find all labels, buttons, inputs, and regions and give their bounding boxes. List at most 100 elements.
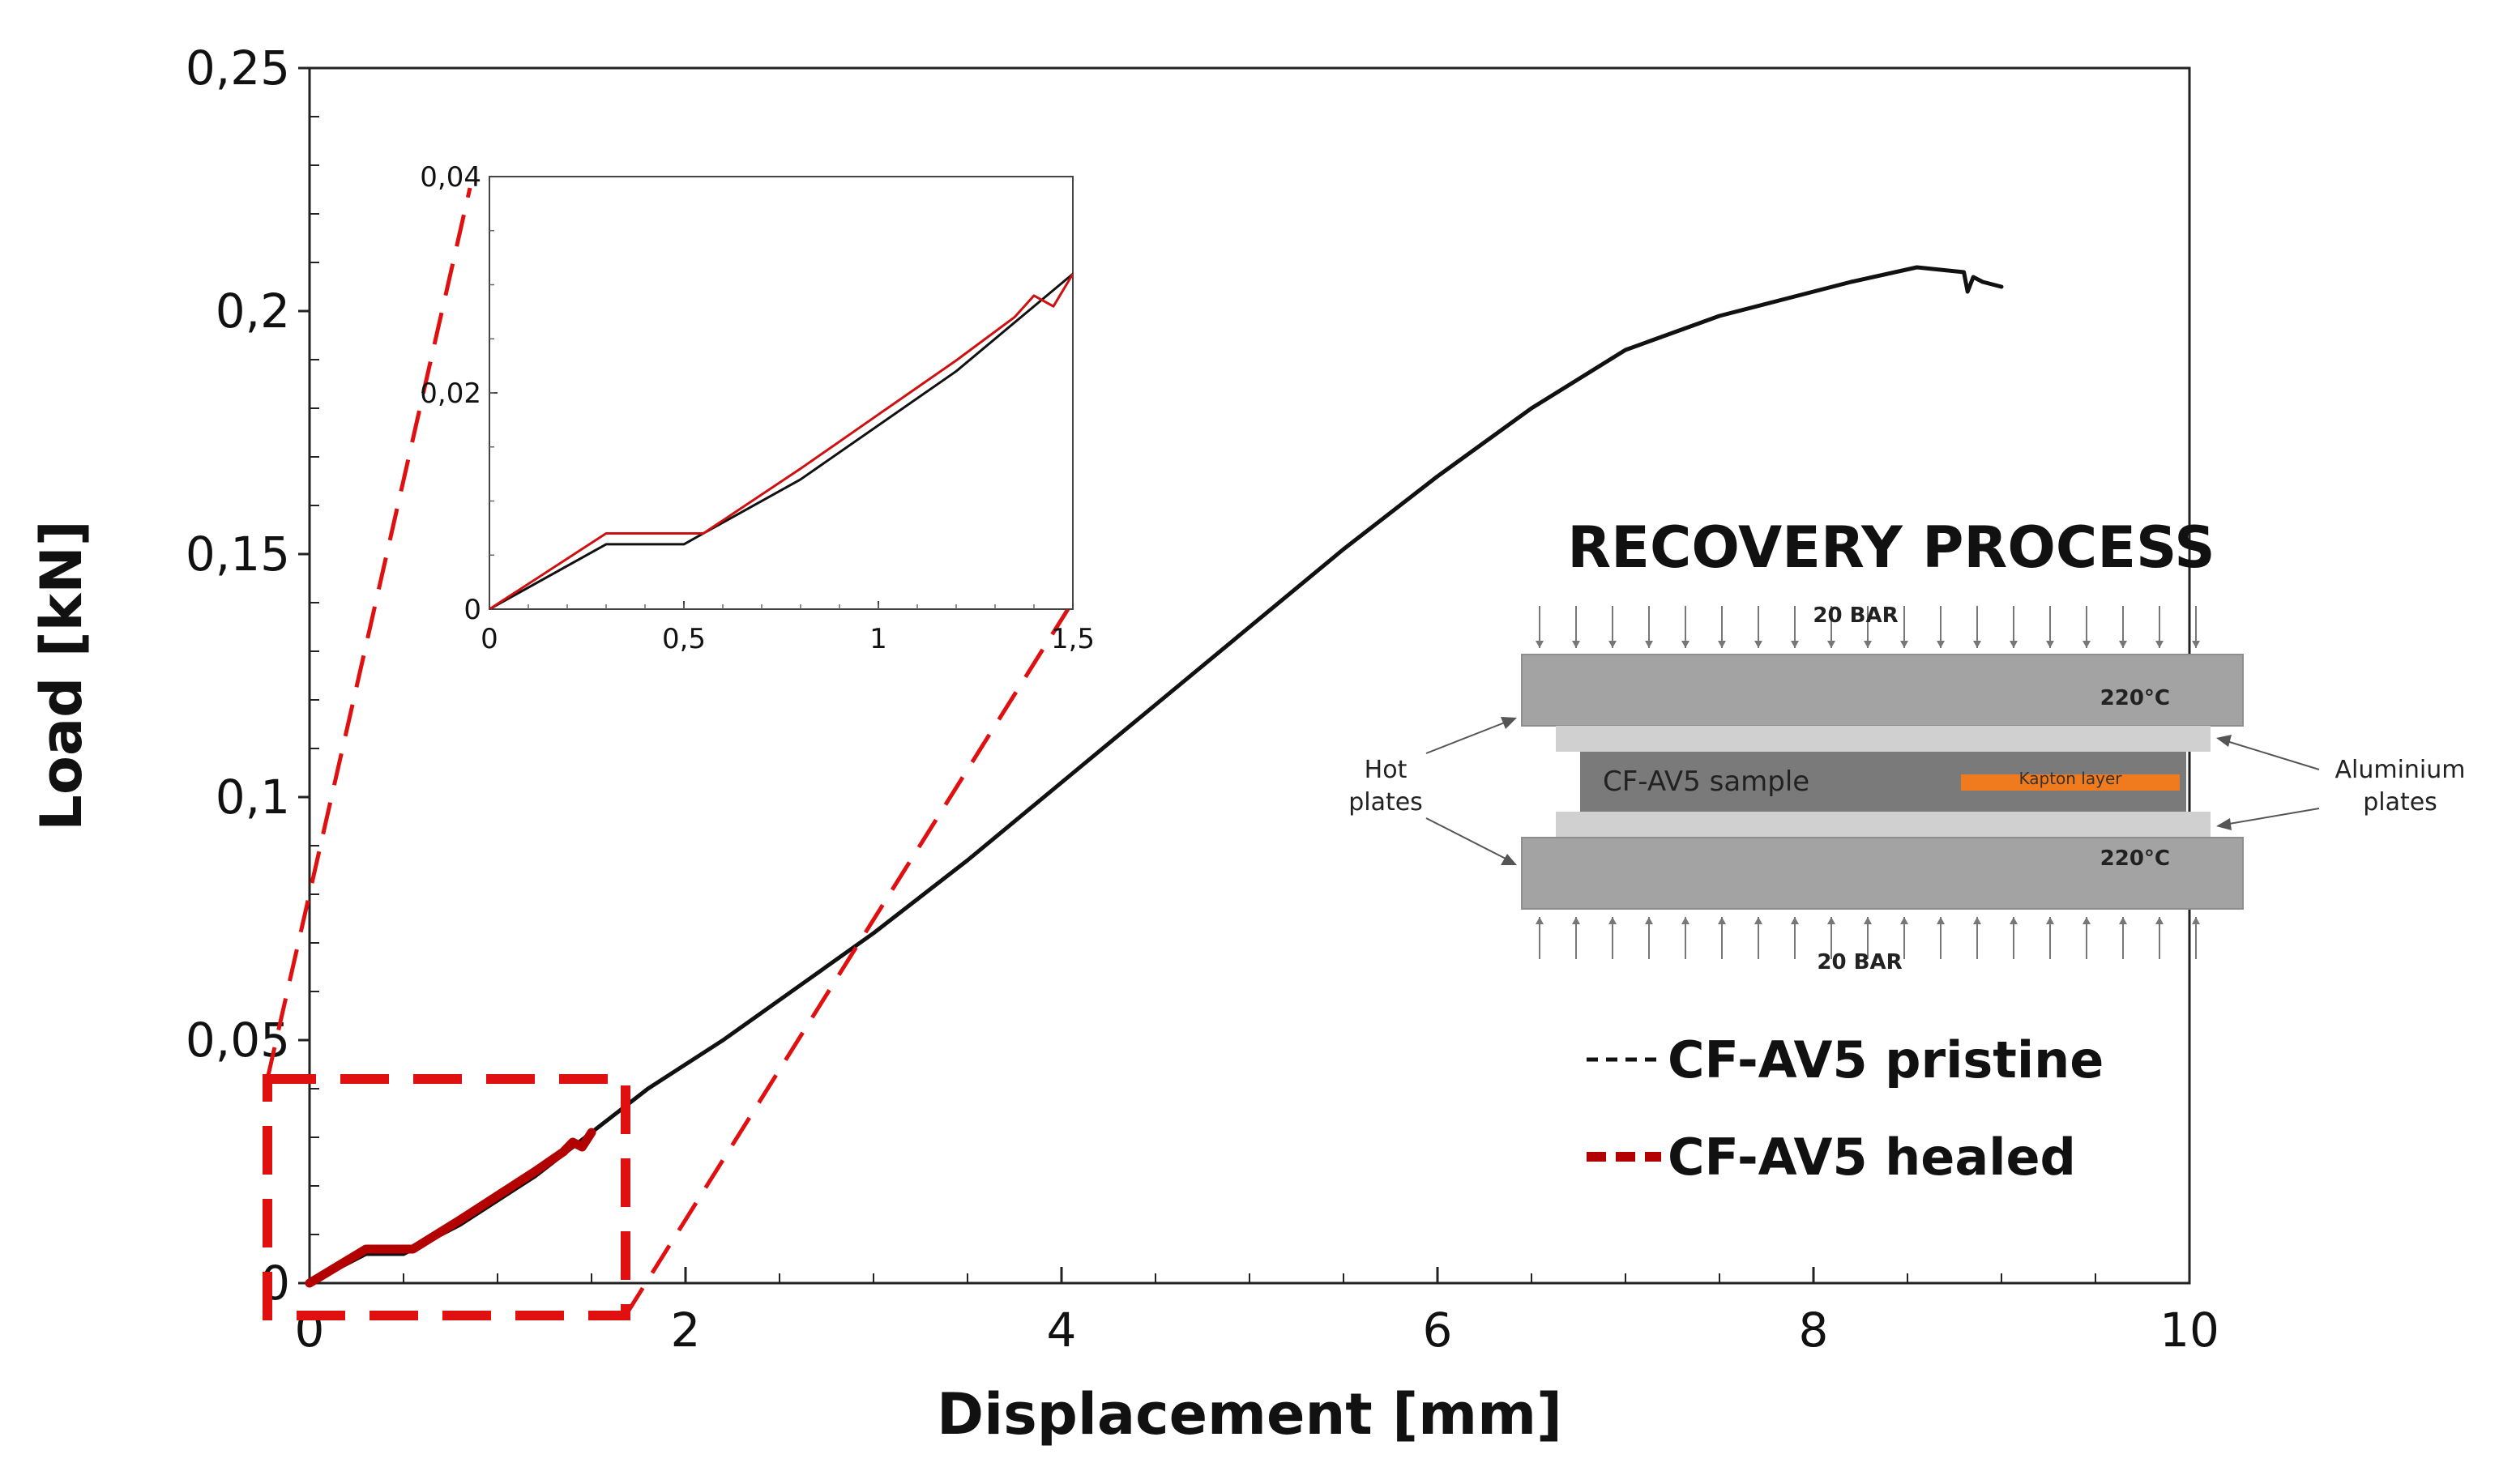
zoom-connector-left — [265, 187, 472, 1080]
x-tick-label: 2 — [671, 1303, 701, 1358]
inset-y-tick-label: 0 — [463, 594, 481, 626]
pressure-arrowhead — [2155, 917, 2164, 924]
inset-y-axis-ticks: 0 0,02 0,04 — [420, 161, 498, 626]
pressure-arrowhead — [1572, 917, 1580, 924]
x-tick-label: 4 — [1047, 1303, 1077, 1358]
zoom-connector-right — [623, 608, 1070, 1317]
pressure-arrowhead — [1536, 641, 1544, 648]
recovery-title: RECOVERY PROCESS — [1567, 514, 2215, 581]
pressure-arrowhead — [1718, 641, 1726, 648]
x-tick-label: 8 — [1799, 1303, 1829, 1358]
aluminium-arrow-top — [2223, 740, 2320, 770]
pressure-arrowhead — [1864, 641, 1872, 648]
inset-series-layer — [489, 272, 1073, 609]
pressure-arrowhead — [1791, 917, 1799, 924]
pressure-arrowhead — [1754, 641, 1762, 648]
inset-series-line-pristine — [489, 272, 1073, 609]
pressure-arrowhead — [1900, 917, 1908, 924]
pressure-bottom-label: 20 BAR — [1817, 950, 1902, 974]
pressure-arrowhead — [2046, 641, 2054, 648]
pressure-arrowhead — [1718, 917, 1726, 924]
pressure-arrowhead — [1791, 641, 1799, 648]
kapton-label: Kapton layer — [2018, 769, 2122, 788]
series-line-healed — [305, 1128, 596, 1288]
aluminium-plate-top — [1556, 726, 2211, 752]
inset-series-line-healed — [489, 273, 1073, 609]
pressure-top-label: 20 BAR — [1813, 603, 1898, 628]
pressure-arrowhead — [1681, 917, 1689, 924]
y-tick-label: 0,25 — [186, 41, 290, 96]
aluminium-arrowhead-top — [2216, 735, 2232, 747]
temp-top-label: 220°C — [2100, 686, 2170, 710]
legend: CF-AV5 pristine CF-AV5 healed — [1587, 1030, 2104, 1187]
kapton-layer — [1961, 774, 2180, 791]
inset-y-tick-label: 0,04 — [420, 161, 481, 194]
pressure-arrowhead — [2155, 641, 2164, 648]
x-tick-label: 6 — [1423, 1303, 1453, 1358]
aluminium-arrow-bottom — [2223, 808, 2320, 825]
hot-plate-top — [1521, 654, 2244, 727]
sample-label: CF-AV5 sample — [1603, 765, 1809, 798]
hot-plates-label-line1: Hot — [1365, 756, 1408, 784]
x-tick-label: 10 — [2159, 1303, 2219, 1358]
pressure-arrowhead — [2119, 641, 2127, 648]
hot-plate-bottom — [1521, 837, 2244, 910]
hot-plates-arrow-bottom — [1425, 817, 1510, 861]
pressure-arrowhead — [2192, 641, 2200, 648]
pressure-arrowhead — [1827, 917, 1835, 924]
pressure-arrows-top — [1536, 606, 2200, 648]
inset-x-axis-ticks: 0 0,5 1 1,5 — [481, 601, 1095, 655]
pressure-arrows-bottom — [1536, 917, 2200, 959]
aluminium-arrowhead-bottom — [2216, 818, 2232, 830]
pressure-arrowhead — [2010, 641, 2018, 648]
hot-plates-arrowhead-top — [1501, 717, 1517, 729]
pressure-arrowhead — [2082, 917, 2091, 924]
y-tick-label: 0,2 — [216, 284, 290, 339]
pressure-arrowhead — [1900, 641, 1908, 648]
pressure-arrowhead — [2192, 917, 2200, 924]
legend-label-pristine: CF-AV5 pristine — [1668, 1030, 2104, 1090]
y-axis-ticks: 00,050,10,150,20,25 — [186, 41, 319, 1311]
y-tick-label: 0,1 — [216, 770, 290, 825]
pressure-arrowhead — [1608, 917, 1617, 924]
aluminium-plate-bottom — [1556, 812, 2211, 838]
inset-x-tick-label: 1 — [869, 623, 887, 655]
pressure-arrowhead — [1937, 641, 1945, 648]
inset-y-tick-label: 0,02 — [420, 377, 481, 410]
x-axis-title: Displacement [mm] — [937, 1381, 1562, 1448]
pressure-arrowhead — [2082, 641, 2091, 648]
aluminium-label-line2: plates — [2363, 788, 2437, 817]
pressure-arrowhead — [1645, 917, 1653, 924]
hot-plates-label-line2: plates — [1348, 788, 1423, 817]
inset-x-tick-label: 0 — [481, 623, 498, 655]
pressure-arrowhead — [1973, 917, 1981, 924]
pressure-arrowhead — [2119, 917, 2127, 924]
hot-plates-arrowhead-bottom — [1501, 854, 1517, 865]
main-series-layer — [305, 265, 2004, 1288]
inset-x-tick-label: 1,5 — [1051, 623, 1095, 655]
temp-bottom-label: 220°C — [2100, 846, 2170, 871]
inset-x-tick-label: 0,5 — [662, 623, 706, 655]
pressure-arrowhead — [1973, 641, 1981, 648]
pressure-arrowhead — [1827, 641, 1835, 648]
hot-plates-arrow-top — [1425, 720, 1510, 754]
pressure-arrowhead — [1681, 641, 1689, 648]
legend-label-healed: CF-AV5 healed — [1668, 1128, 2076, 1187]
pressure-arrowhead — [1536, 917, 1544, 924]
aluminium-label-line1: Aluminium — [2335, 756, 2465, 784]
pressure-arrowhead — [2010, 917, 2018, 924]
inset-frame — [489, 176, 1074, 610]
recovery-diagram: RECOVERY PROCESS 20 BAR 20 BAR 220°C CF-… — [1348, 514, 2465, 974]
y-tick-label: 0,15 — [186, 527, 290, 582]
pressure-arrowhead — [1754, 917, 1762, 924]
pressure-arrowhead — [1572, 641, 1580, 648]
pressure-arrowhead — [1864, 917, 1872, 924]
zoom-box — [263, 1074, 630, 1320]
y-axis-title: Load [kN] — [28, 520, 95, 831]
pressure-arrowhead — [2046, 917, 2054, 924]
y-tick-label: 0,05 — [186, 1013, 290, 1068]
x-axis-ticks: 0 2 4 6 8 10 — [295, 1267, 2219, 1358]
pressure-arrowhead — [1937, 917, 1945, 924]
